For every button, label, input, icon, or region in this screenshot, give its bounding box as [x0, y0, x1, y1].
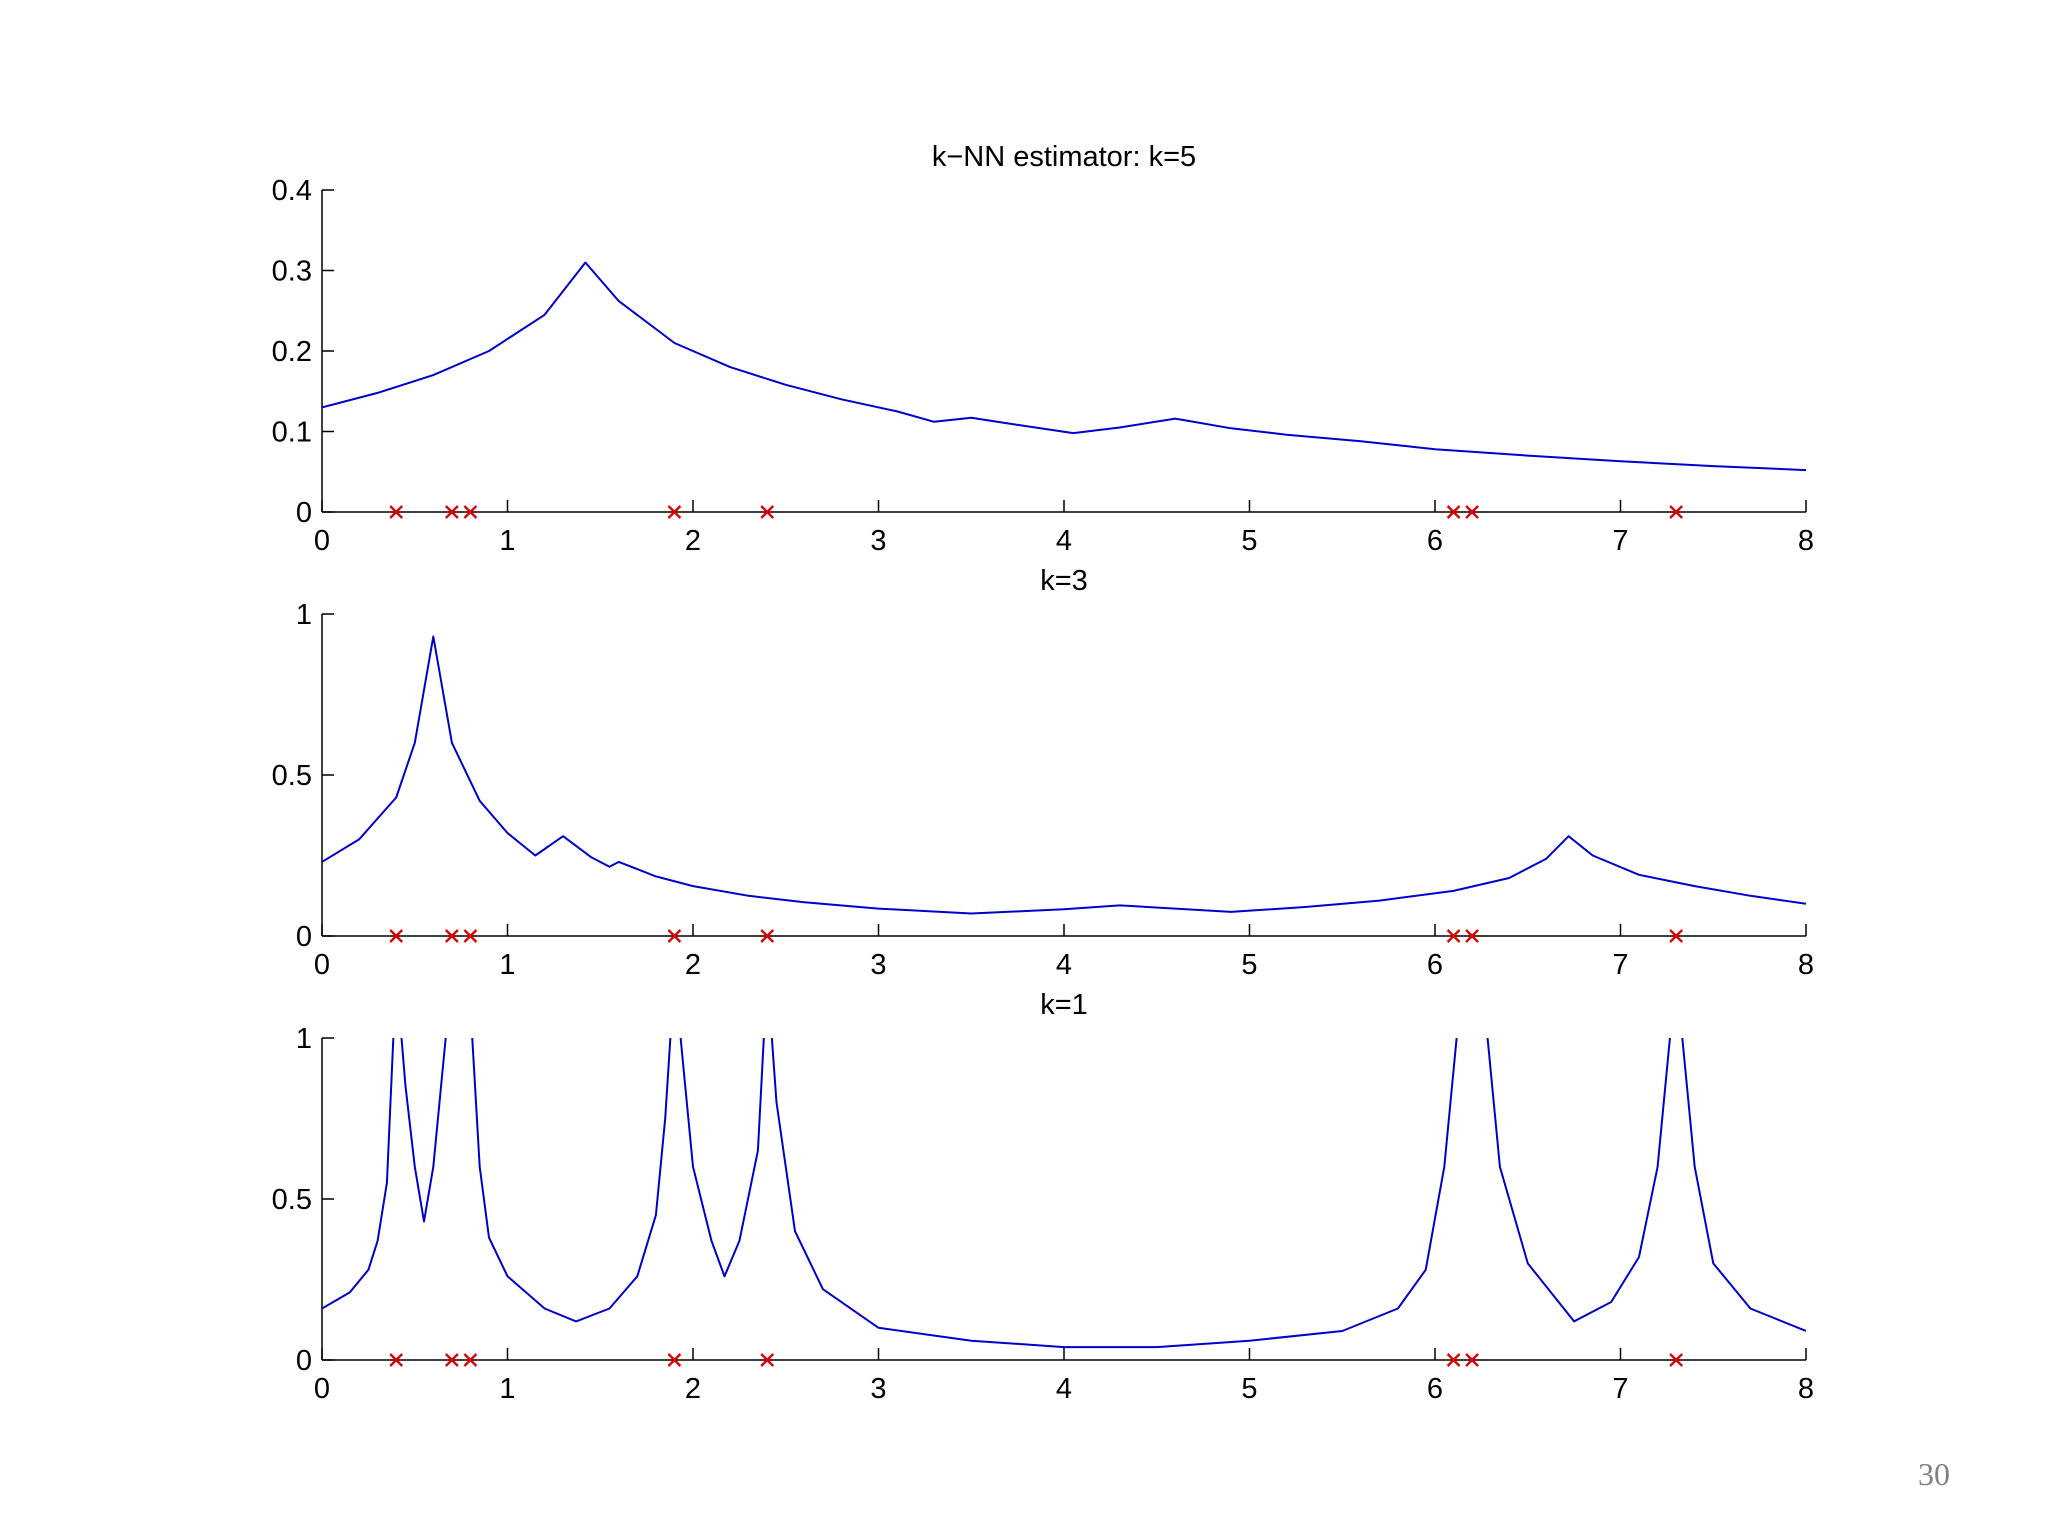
- x-tick-label: 1: [499, 949, 515, 981]
- y-tick-label: 0.5: [272, 760, 312, 792]
- sample-marker: [1669, 505, 1683, 519]
- sample-marker: [1465, 929, 1479, 943]
- x-tick-label: 5: [1241, 1373, 1257, 1405]
- sample-marker: [1446, 505, 1461, 519]
- x-tick-label: 2: [685, 949, 701, 981]
- sample-marker: [1669, 1353, 1683, 1367]
- x-tick-label: 0: [314, 525, 330, 557]
- density-curve: [322, 1038, 1806, 1349]
- x-tick-label: 0: [314, 949, 330, 981]
- x-tick-label: 7: [1612, 949, 1628, 981]
- panel-k3: k=3 0 1 2 3 4 5 6 7 8 0 0.5 1: [272, 565, 1814, 981]
- panel-title: k−NN estimator: k=5: [932, 141, 1196, 173]
- panel-title: k=1: [1040, 989, 1088, 1021]
- density-curve: [322, 261, 1806, 472]
- x-tick-label: 4: [1056, 949, 1072, 981]
- sample-marker: [760, 929, 775, 943]
- x-tick-label: 5: [1241, 525, 1257, 557]
- sample-marker: [445, 929, 459, 943]
- y-tick-label: 1: [296, 1023, 312, 1055]
- sample-marker: [1446, 929, 1461, 943]
- sample-marker: [389, 1353, 404, 1367]
- y-tick-label: 0.3: [272, 256, 312, 288]
- x-tick-label: 4: [1056, 1373, 1072, 1405]
- sample-marker: [1465, 1353, 1479, 1367]
- x-tick-label: 8: [1798, 525, 1814, 557]
- x-tick-label: 5: [1241, 949, 1257, 981]
- x-tick-label: 2: [685, 1373, 701, 1405]
- sample-marker: [760, 505, 775, 519]
- x-tick-label: 2: [685, 525, 701, 557]
- y-tick-label: 0.2: [272, 336, 312, 368]
- x-tick-label: 8: [1798, 1373, 1814, 1405]
- sample-marker: [760, 1353, 775, 1367]
- sample-marker: [445, 1353, 459, 1367]
- sample-marker: [389, 929, 404, 943]
- y-tick-label: 0: [296, 497, 312, 529]
- panel-k5: k−NN estimator: k=5 0 1 2 3 4 5 6 7 8 0 0.1 0.2 0.3 0.…: [272, 141, 1814, 557]
- y-tick-label: 0: [296, 921, 312, 953]
- x-tick-label: 8: [1798, 949, 1814, 981]
- x-tick-label: 6: [1427, 949, 1443, 981]
- x-tick-label: 3: [870, 949, 886, 981]
- y-tick-label: 0.5: [272, 1184, 312, 1216]
- sample-marker: [463, 1353, 478, 1367]
- density-curve: [322, 635, 1806, 915]
- y-tick-label: 0.1: [272, 417, 312, 449]
- sample-marker: [463, 505, 478, 519]
- sample-marker: [667, 1353, 682, 1367]
- sample-marker: [445, 505, 459, 519]
- y-tick-label: 0.4: [272, 175, 312, 207]
- x-tick-label: 0: [314, 1373, 330, 1405]
- y-tick-label: 1: [296, 599, 312, 631]
- sample-marker: [463, 929, 478, 943]
- x-tick-label: 7: [1612, 525, 1628, 557]
- x-tick-label: 6: [1427, 1373, 1443, 1405]
- x-tick-label: 6: [1427, 525, 1443, 557]
- panel-k1: k=1 0 1 2 3 4 5 6 7 8 0 0.5 1: [272, 989, 1814, 1405]
- sample-marker: [1465, 505, 1479, 519]
- sample-marker: [1446, 1353, 1461, 1367]
- x-tick-label: 3: [870, 525, 886, 557]
- x-tick-label: 4: [1056, 525, 1072, 557]
- x-tick-label: 3: [870, 1373, 886, 1405]
- sample-marker: [667, 505, 682, 519]
- sample-marker: [389, 505, 404, 519]
- page-number: 30: [1918, 1456, 1950, 1492]
- y-tick-label: 0: [296, 1345, 312, 1377]
- x-tick-label: 1: [499, 1373, 515, 1405]
- x-tick-label: 1: [499, 525, 515, 557]
- panel-title: k=3: [1040, 565, 1088, 597]
- x-tick-label: 7: [1612, 1373, 1628, 1405]
- sample-marker: [1669, 929, 1683, 943]
- sample-marker: [667, 929, 682, 943]
